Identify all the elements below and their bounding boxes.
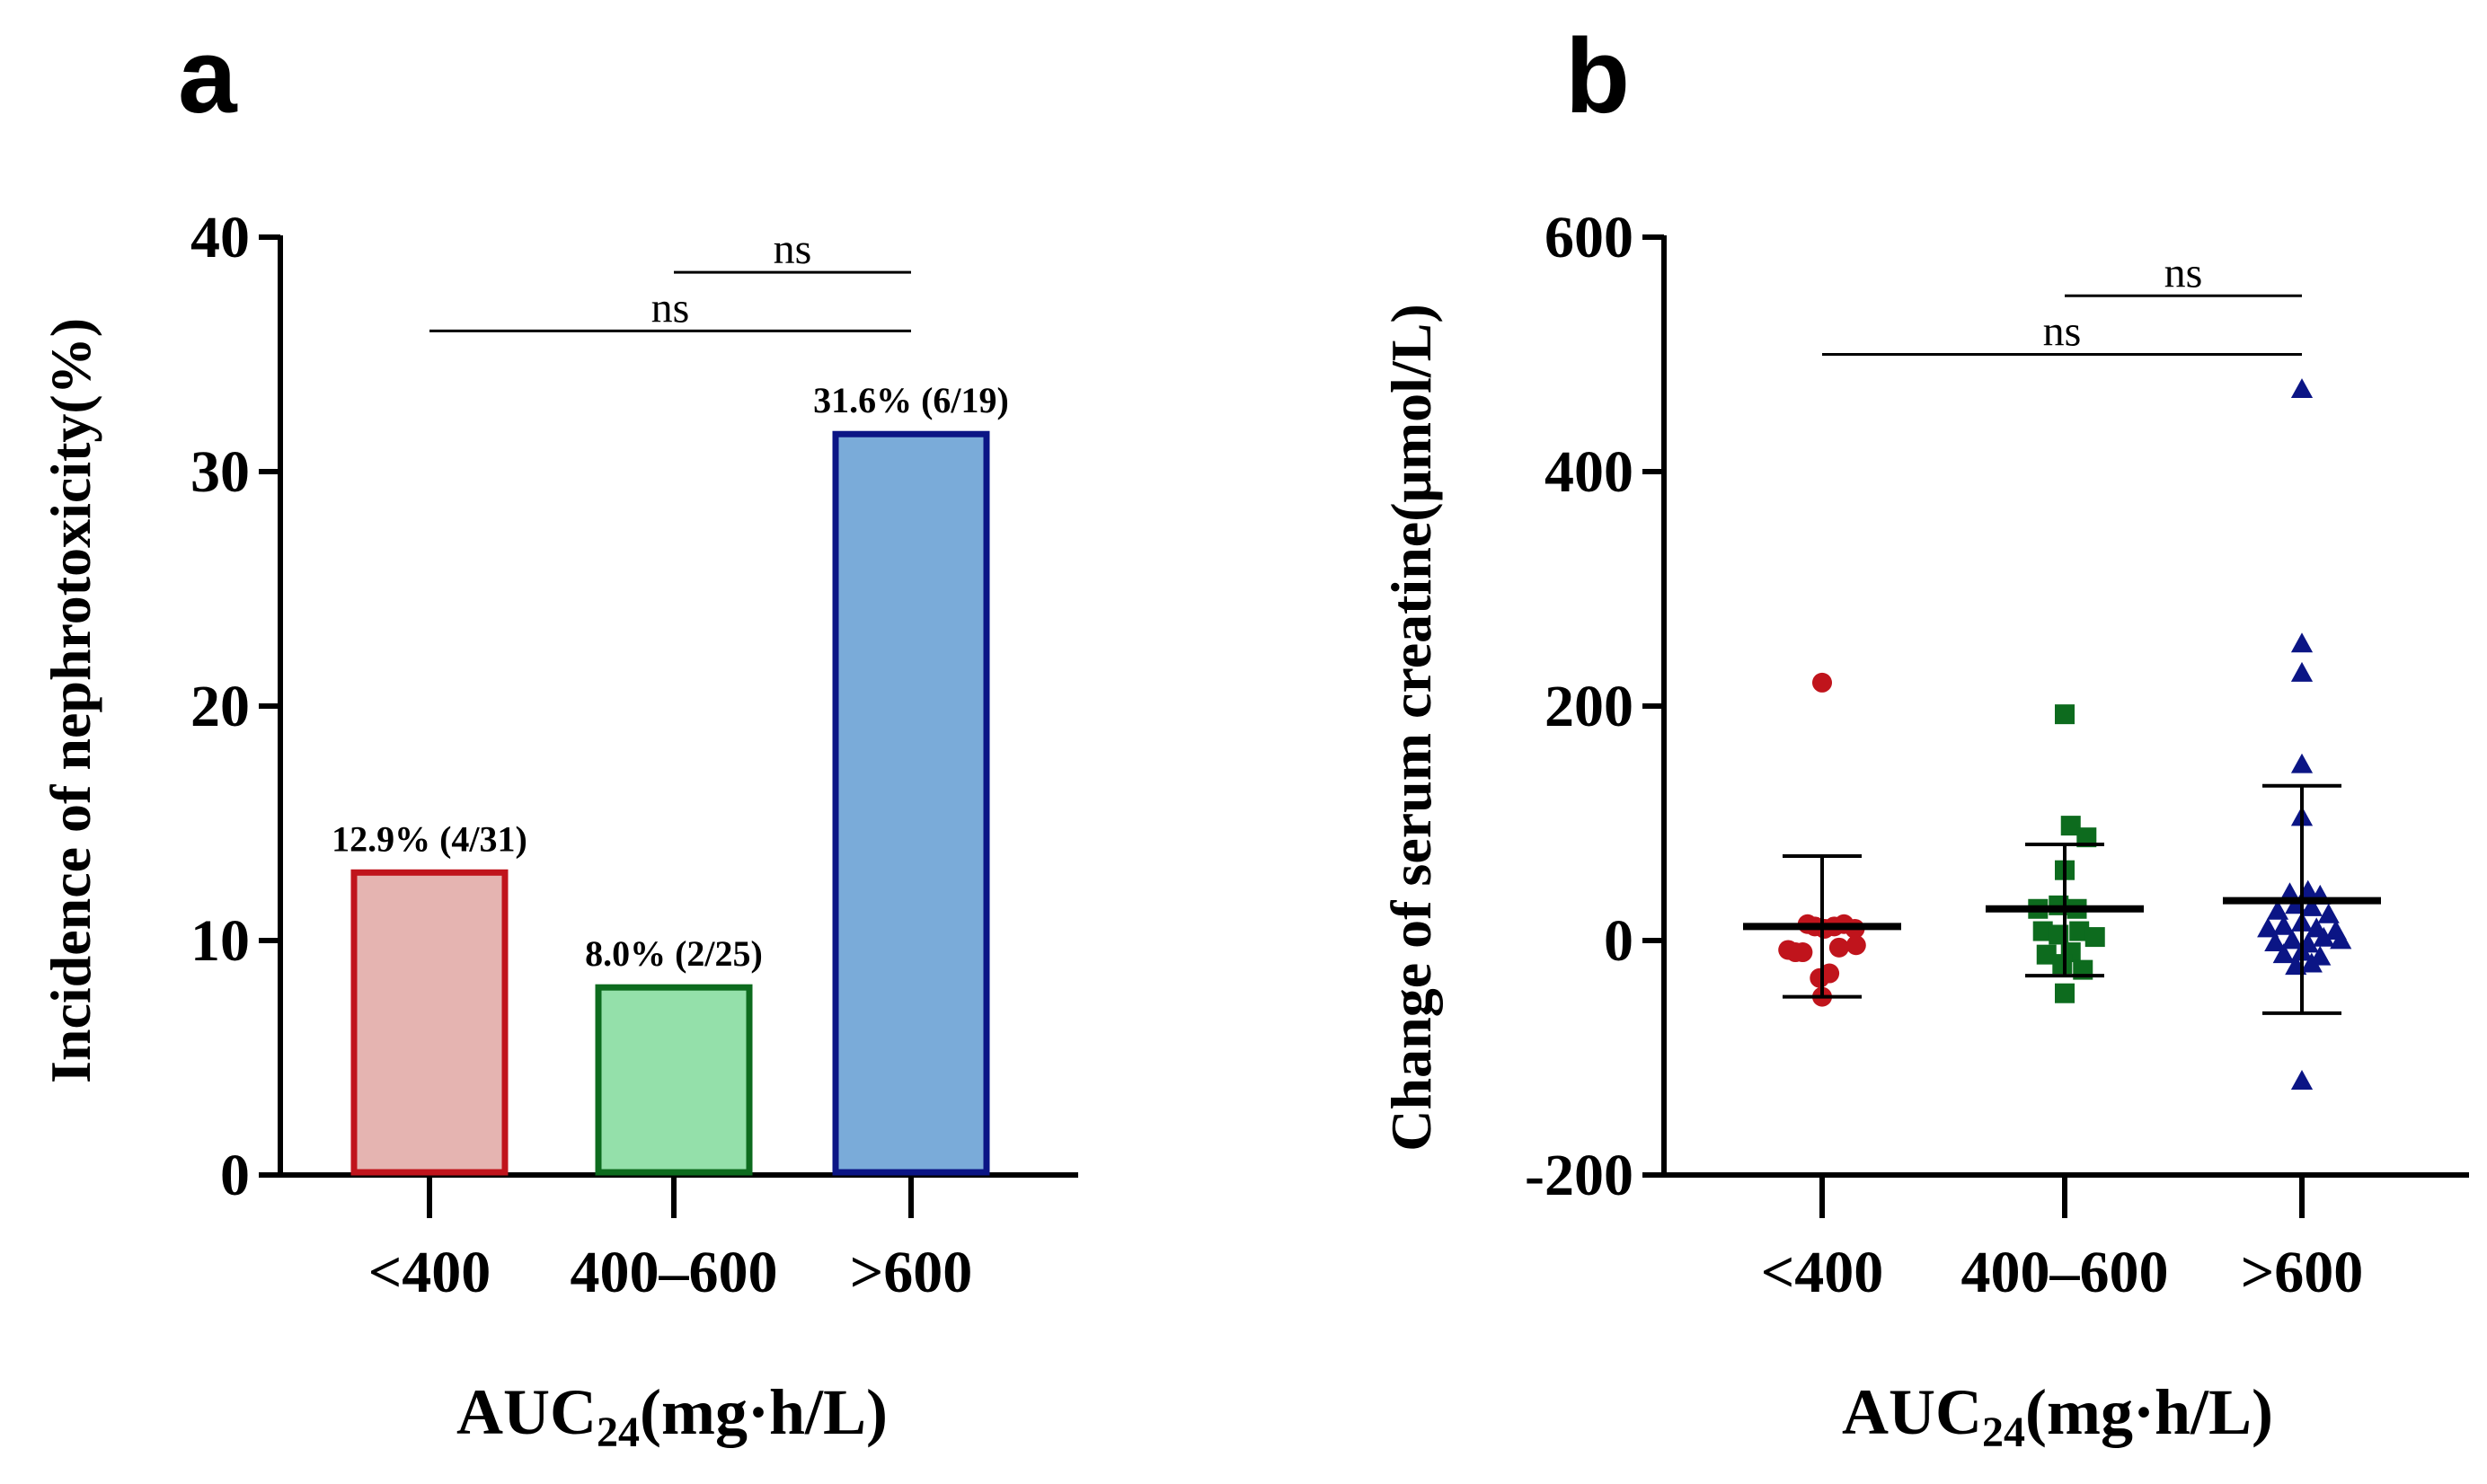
data-point xyxy=(2290,661,2314,682)
panel-b: b Change of serum creatine(μmol/L) -200 0… xyxy=(1379,17,2469,1456)
data-point xyxy=(2290,378,2314,399)
data-point xyxy=(2084,927,2105,948)
panel-letter-a: a xyxy=(178,17,238,136)
panel-b-y-tick-label: 600 xyxy=(1544,205,1633,270)
panel-b-y-tick-label: 200 xyxy=(1544,674,1633,739)
panel-b-points: ns ns xyxy=(1743,249,2381,1091)
panel-a-axes: 0 10 20 30 40 <400 400–600 >600 xyxy=(190,205,1078,1305)
panel-b-significance-label: ns xyxy=(2043,308,2082,356)
panel-a-bars: 12.9% (4/31) 8.0% (2/25) 31.6% (6/19) ns ns xyxy=(332,225,1009,1176)
panel-b-x-axis-title: AUC24(mg·h/L) xyxy=(1842,1376,2273,1456)
panel-b-x-title-unit: (mg·h/L) xyxy=(2025,1376,2273,1448)
panel-a-significance-label: ns xyxy=(651,284,690,331)
data-point xyxy=(2052,954,2073,975)
data-point xyxy=(2272,914,2295,935)
data-point xyxy=(2290,1070,2314,1091)
panel-b-significance-label: ns xyxy=(2164,249,2203,296)
panel-b-x-tick-label: >600 xyxy=(2241,1240,2364,1305)
panel-a-x-tick-label: 400–600 xyxy=(571,1240,778,1305)
panel-a-y-tick-label: 10 xyxy=(190,908,250,974)
data-point xyxy=(2266,899,2289,920)
panel-b-x-title-sub: 24 xyxy=(1982,1409,2025,1456)
panel-b-y-axis-title: Change of serum creatine(μmol/L) xyxy=(1379,304,1443,1151)
panel-a-y-axis-title: Incidence of nephrotoxicity(%) xyxy=(39,318,102,1083)
panel-a-x-title-main: AUC xyxy=(456,1376,597,1448)
data-point xyxy=(2313,926,2335,947)
panel-letter-b: b xyxy=(1565,17,1630,136)
panel-a-x-tick-label: >600 xyxy=(850,1240,973,1305)
panel-a-y-tick-label: 0 xyxy=(220,1143,250,1208)
panel-a-x-title-sub: 24 xyxy=(597,1409,640,1456)
panel-b-y-tick-label: 400 xyxy=(1544,439,1633,505)
data-point xyxy=(1828,937,1849,958)
data-point xyxy=(1845,935,1866,956)
panel-b-x-tick-label: 400–600 xyxy=(1961,1240,2169,1305)
bar-data-label: 12.9% (4/31) xyxy=(332,818,527,859)
data-point xyxy=(1792,942,1813,963)
data-point xyxy=(2036,944,2057,965)
data-point xyxy=(2290,753,2314,773)
data-point xyxy=(1812,672,1832,693)
panel-a-significance-label: ns xyxy=(774,225,812,273)
panel-a-x-axis-title: AUC24(mg·h/L) xyxy=(456,1376,888,1456)
bar-data-label: 8.0% (2/25) xyxy=(585,933,763,974)
data-point xyxy=(2281,929,2304,950)
data-point xyxy=(2290,632,2314,653)
data-point xyxy=(2257,917,2279,938)
data-point xyxy=(2264,932,2287,952)
data-point xyxy=(2055,983,2075,1003)
data-point xyxy=(2055,704,2075,725)
data-point xyxy=(2272,943,2295,964)
bar xyxy=(350,869,509,1176)
data-point xyxy=(2330,929,2352,950)
bar xyxy=(832,430,990,1176)
panel-a-y-tick-label: 20 xyxy=(190,674,250,739)
data-point xyxy=(2060,816,2081,836)
data-point xyxy=(2069,921,2090,941)
data-point xyxy=(2032,921,2053,941)
panel-a-y-tick-label: 40 xyxy=(190,205,250,270)
bar-data-label: 31.6% (6/19) xyxy=(813,380,1009,420)
bar xyxy=(595,984,753,1176)
panel-b-y-tick-label: 0 xyxy=(1604,908,1633,974)
panel-a: a Incidence of nephrotoxicity(%) 0 10 20 30… xyxy=(39,17,1078,1456)
data-point xyxy=(2317,903,2340,923)
data-point xyxy=(2300,952,2323,973)
panel-b-x-tick-label: <400 xyxy=(1761,1240,1884,1305)
data-point xyxy=(1819,963,1840,984)
data-point xyxy=(2076,827,2097,848)
data-point xyxy=(2300,896,2323,916)
panel-b-y-tick-label: -200 xyxy=(1525,1143,1633,1208)
panel-a-x-tick-label: <400 xyxy=(368,1240,491,1305)
panel-a-y-tick-label: 30 xyxy=(190,439,250,505)
panel-a-x-title-unit: (mg·h/L) xyxy=(640,1376,888,1448)
panel-b-axes: -200 0 200 400 600 <400 400–600 >600 xyxy=(1525,205,2469,1305)
panel-b-x-title-main: AUC xyxy=(1842,1376,1982,1448)
